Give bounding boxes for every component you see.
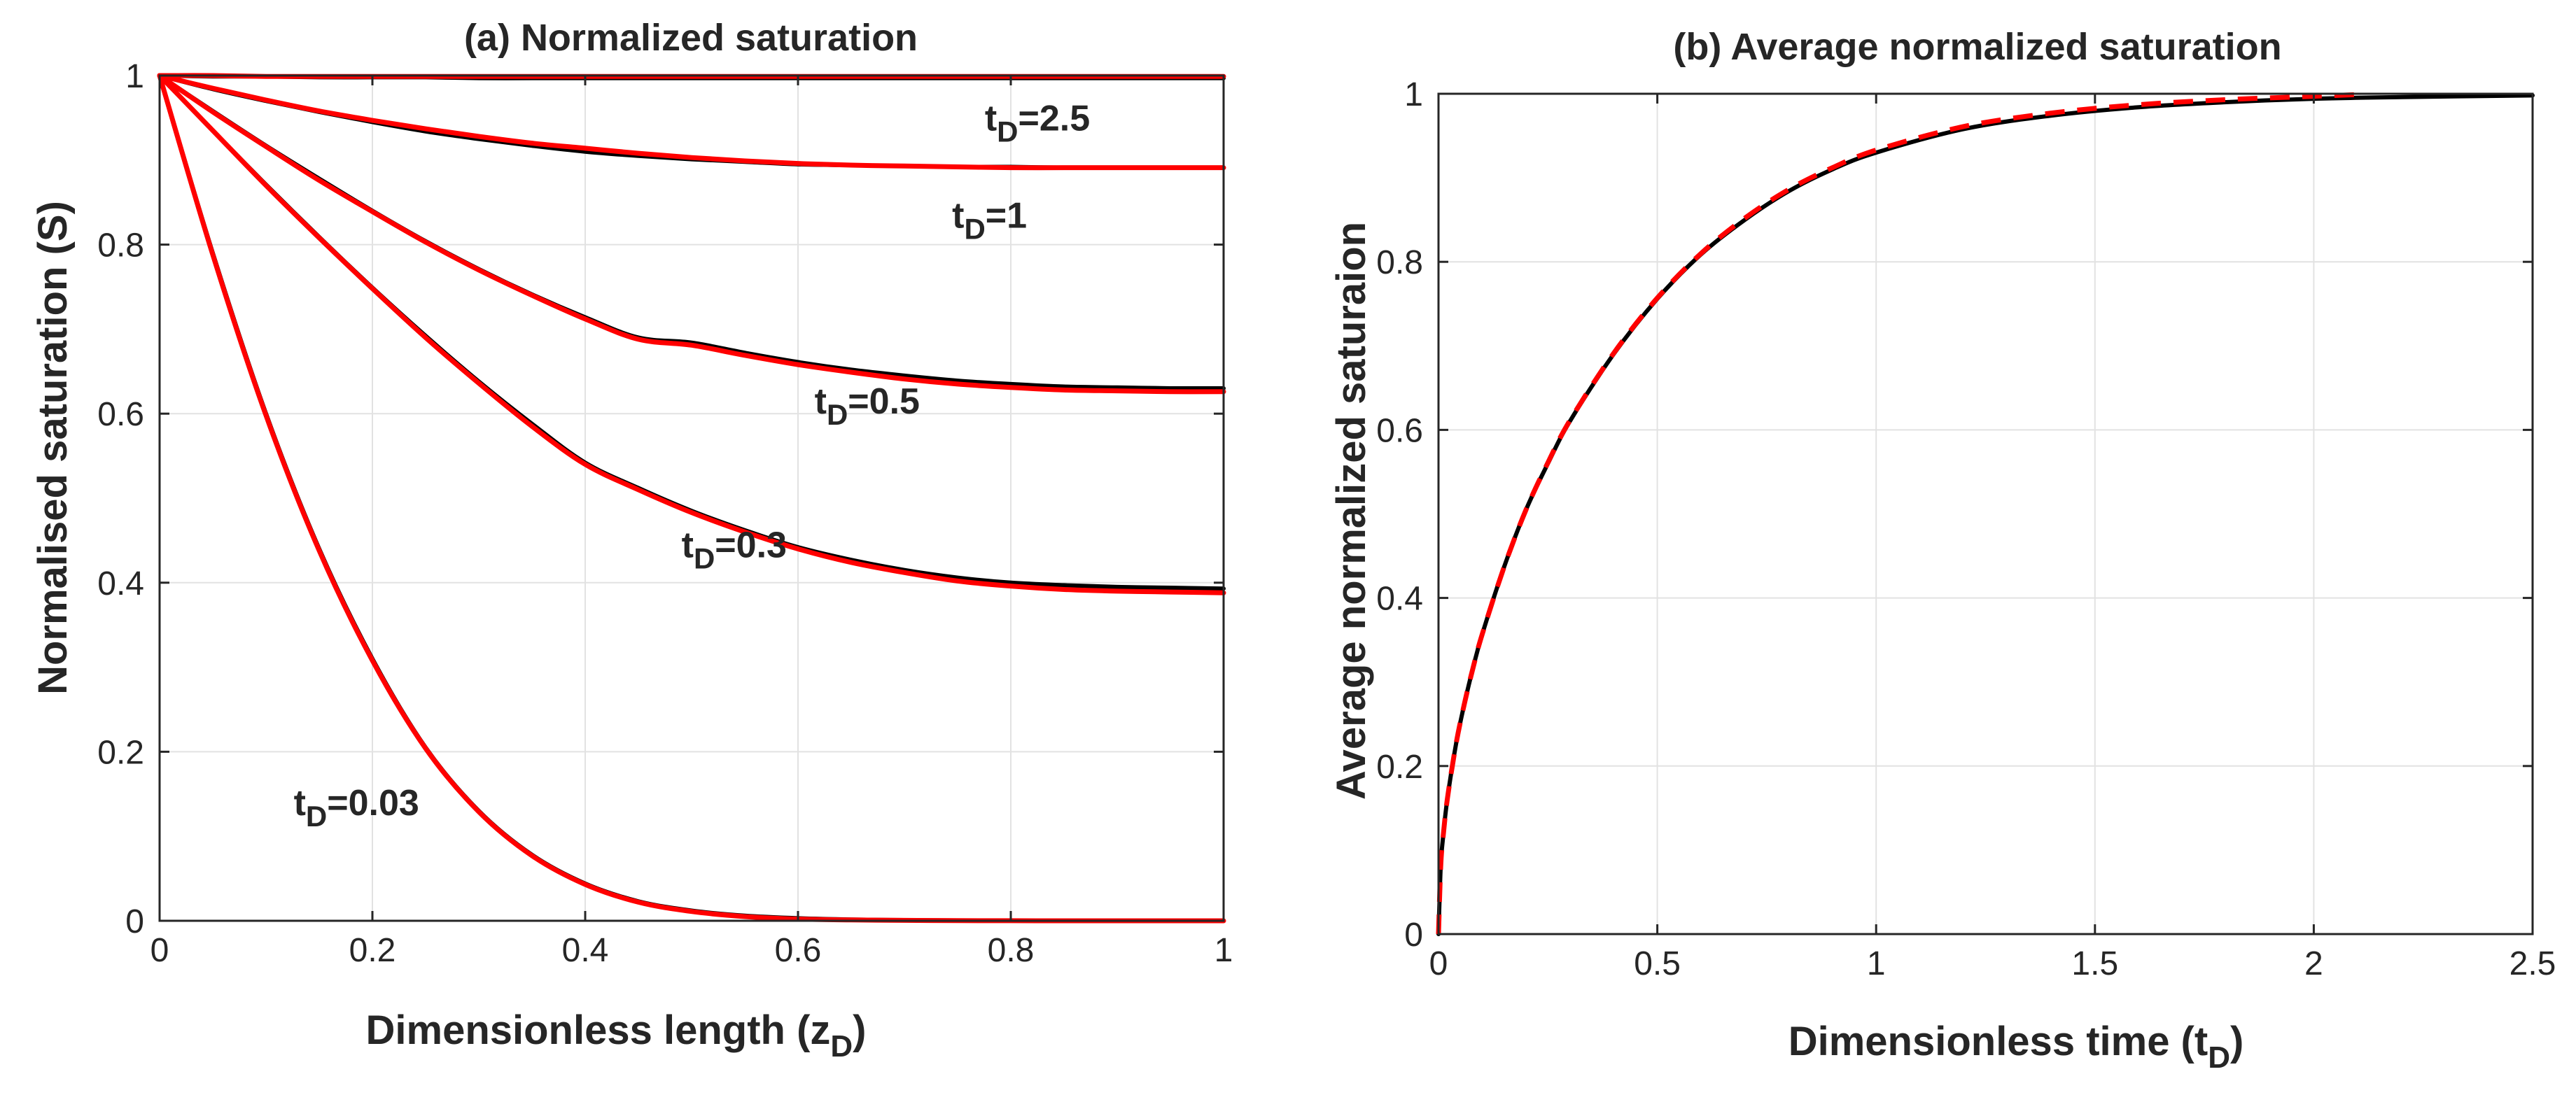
panel-b-y-tick-label: 0 [1404,917,1423,954]
panel-b-x-tick-label: 1 [1867,945,1886,982]
panel-b: 0 0.5 1 1.5 2 2.5 0 0.2 0.4 0.6 0.8 1 (b) Average n… [1329,26,2556,1075]
panel-a-title: (a) Normalized saturation [464,17,918,59]
panel-a-curve-annotation-2: tD=0.5 [815,381,920,431]
panel-a-y-label: Normalised saturation (S) [30,201,76,695]
panel-a-curve-annotation-0: tD=2.5 [985,99,1090,148]
panel-a-x-tick-label: 0.6 [775,932,822,969]
panel-b-y-tick-label: 0.4 [1376,581,1423,618]
panel-b-y-tick-label: 0.6 [1376,412,1423,449]
panel-a-annotations: tD=2.5tD=1tD=0.5tD=0.3tD=0.03 [294,99,1091,833]
panel-b-x-tick-label: 1.5 [2071,945,2118,982]
annotation-value: =0.3 [715,525,787,566]
panel-b-title: (b) Average normalized saturation [1673,26,2281,68]
panel-a-x-tick-label: 0 [150,932,169,969]
panel-b-y-tick-label: 0.2 [1376,749,1423,786]
panel-a-series-line-7 [157,73,1226,171]
panel-a-axes-box [158,74,1225,922]
annotation-t: t [985,99,997,139]
panel-a-x-label-sub: D [830,1029,853,1064]
panel-a-y-tick-label: 0 [125,903,144,940]
panel-a-curve-annotation-3: tD=0.3 [682,525,787,575]
panel-b-series-line-1 [1436,92,2358,935]
panel-a-y-tick-label: 0.2 [97,734,144,771]
panel-b-x-tick-label: 2.5 [2510,945,2556,982]
panel-a-y-tick-label: 0.8 [97,227,144,264]
panel-a-ticks: 0 0.2 0.4 0.6 0.8 1 0 0.2 0.4 0.6 0.8 1 [97,58,1233,969]
annotation-value: =0.5 [848,381,920,422]
panel-a-x-label-main: Dimensionless length (z [366,1008,831,1053]
panel-b-y-tick-label: 1 [1404,76,1423,113]
panel-a-series-line-3 [157,73,1226,595]
panel-a-x-tick-label: 0.2 [349,932,396,969]
panel-a-x-label-close: ) [853,1008,866,1053]
panel-a-y-tick-label: 0.4 [97,565,144,602]
annotation-value: =1 [986,195,1027,236]
panel-a-x-tick-label: 1 [1214,932,1233,969]
panel-b-x-label: Dimensionless time (tD) [1788,1019,2244,1075]
panel-a-curve-annotation-4: tD=0.03 [294,783,419,833]
annotation-t: t [952,195,964,236]
panel-b-x-tick-label: 2 [2304,945,2323,982]
panel-b-ticks: 0 0.5 1 1.5 2 2.5 0 0.2 0.4 0.6 0.8 1 [1376,76,2556,982]
panel-a-x-tick-label: 0.4 [562,932,609,969]
panel-a-curve-annotation-1: tD=1 [952,195,1027,245]
annotation-t: t [294,783,306,824]
panel-b-y-label: Average normalized saturaion [1329,222,1374,800]
annotation-subscript: D [997,115,1018,148]
annotation-t: t [682,525,694,566]
panel-a-y-tick-label: 1 [125,58,144,95]
annotation-subscript: D [964,212,985,245]
panel-b-y-tick-label: 0.8 [1376,244,1423,281]
annotation-subscript: D [306,800,327,833]
panel-a: 0 0.2 0.4 0.6 0.8 100.20.40.60.81 tD=2.5tD=1t… [30,17,1233,1064]
panel-b-x-tick-label: 0 [1429,945,1448,982]
panel-b-series [1436,92,2535,936]
panel-b-x-label-close: ) [2230,1019,2244,1064]
panel-a-series-line-5 [157,73,1226,395]
annotation-value: =0.03 [327,783,419,824]
annotation-subscript: D [827,398,848,431]
panel-b-x-label-main: Dimensionless time (t [1788,1019,2208,1064]
panel-a-y-tick-label: 0.6 [97,396,144,433]
panel-a-x-label: Dimensionless length (zD) [366,1008,867,1064]
panel-b-axes-box [1437,92,2534,935]
panel-b-x-tick-label: 0.5 [1634,945,1681,982]
annotation-t: t [815,381,827,422]
panel-a-x-tick-label: 0.8 [988,932,1035,969]
annotation-value: =2.5 [1018,99,1091,139]
panel-b-x-label-sub: D [2208,1040,2230,1075]
annotation-subscript: D [694,542,715,575]
panel-a-grid [159,75,1224,921]
